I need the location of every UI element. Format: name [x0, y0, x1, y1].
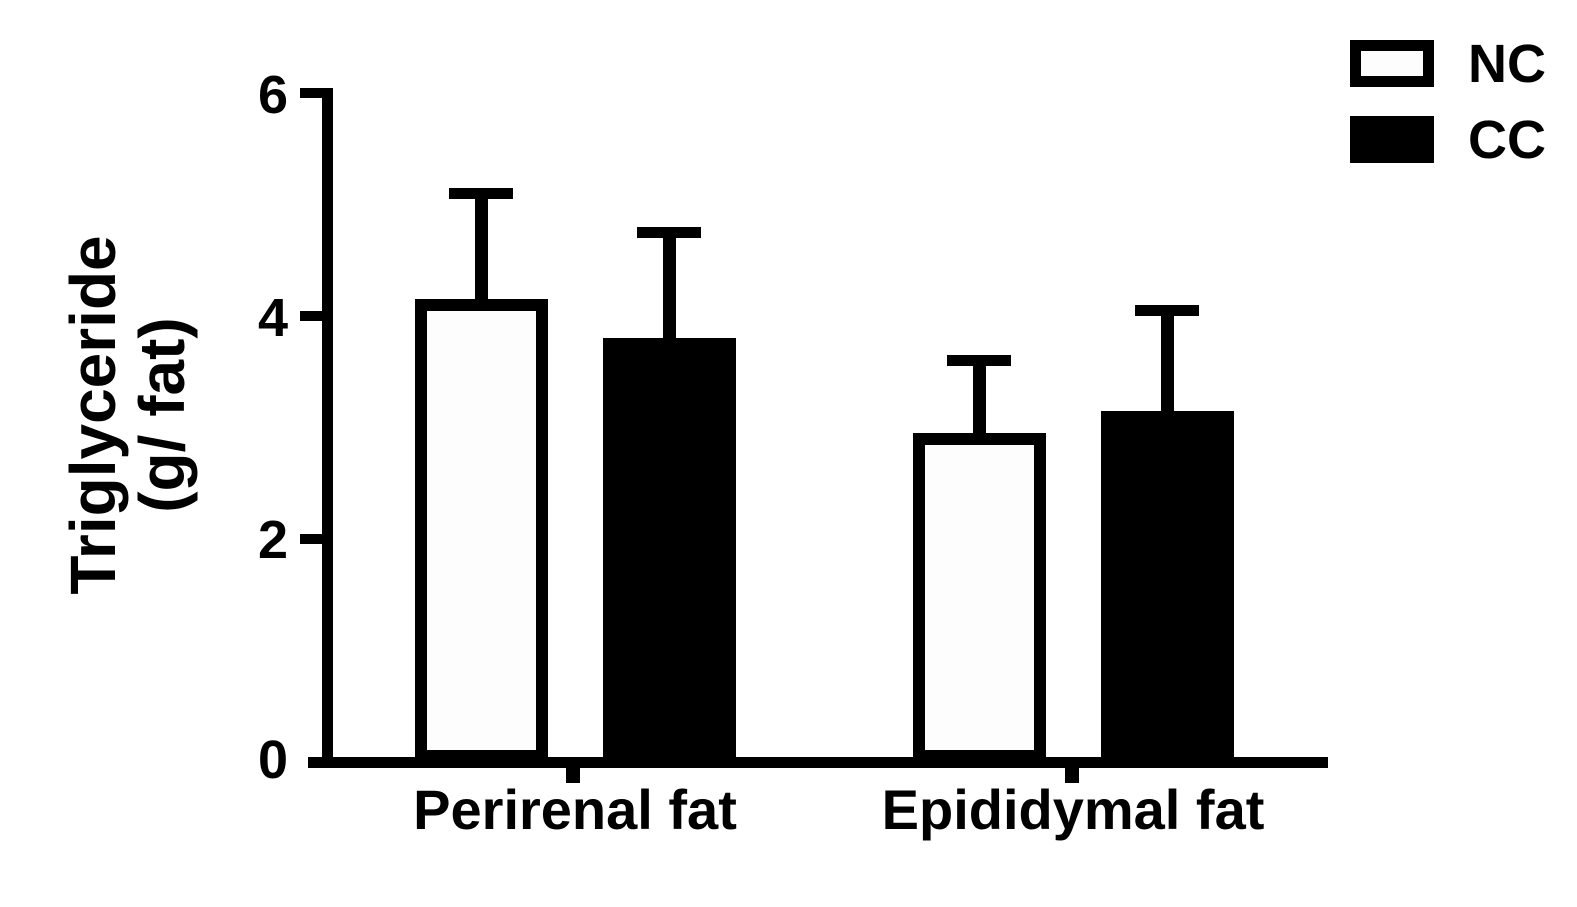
bar-cc-perirenal-fat — [602, 338, 736, 762]
error-bar-stem-nc-epididymal-fat — [972, 359, 986, 436]
error-bar-cap-cc-perirenal-fat — [637, 226, 701, 238]
x-category-label-perirenal: Perirenal fat — [413, 778, 737, 841]
legend-label-cc: CC — [1468, 109, 1546, 170]
legend: NC CC — [1350, 37, 1546, 167]
error-bar-cap-cc-epididymal-fat — [1135, 304, 1199, 316]
x-axis-line — [308, 757, 1328, 768]
bar-nc-perirenal-fat — [414, 299, 548, 762]
error-bar-stem-cc-perirenal-fat — [662, 230, 676, 341]
bar-nc-epididymal-fat — [912, 433, 1046, 762]
x-category-label-epididymal: Epididymal fat — [881, 778, 1265, 841]
error-bar-stem-nc-perirenal-fat — [474, 191, 488, 302]
x-tick-mark-epididymal — [1065, 768, 1079, 783]
y-axis-title-line1: Triglyceride — [56, 235, 129, 595]
y-axis-line — [322, 88, 333, 768]
legend-item-nc: NC — [1350, 37, 1546, 91]
y-tick-label-6: 6 — [257, 65, 288, 125]
error-bar-cap-nc-perirenal-fat — [449, 187, 513, 199]
bar-cc-epididymal-fat — [1100, 410, 1234, 762]
nc-open-bar-swatch-icon — [1350, 40, 1434, 87]
y-tick-label-2: 2 — [257, 510, 288, 570]
legend-label-nc: NC — [1468, 33, 1546, 94]
y-tick-mark-4 — [300, 311, 324, 321]
legend-item-cc: CC — [1350, 113, 1546, 167]
error-bar-stem-cc-epididymal-fat — [1160, 308, 1174, 413]
cc-filled-bar-swatch-icon — [1350, 116, 1434, 163]
y-tick-mark-6 — [300, 88, 324, 98]
y-tick-label-4: 4 — [257, 288, 288, 348]
x-tick-mark-perirenal — [566, 768, 580, 783]
y-tick-label-0: 0 — [257, 730, 288, 790]
y-tick-mark-2 — [300, 534, 324, 544]
error-bar-cap-nc-epididymal-fat — [947, 355, 1011, 367]
